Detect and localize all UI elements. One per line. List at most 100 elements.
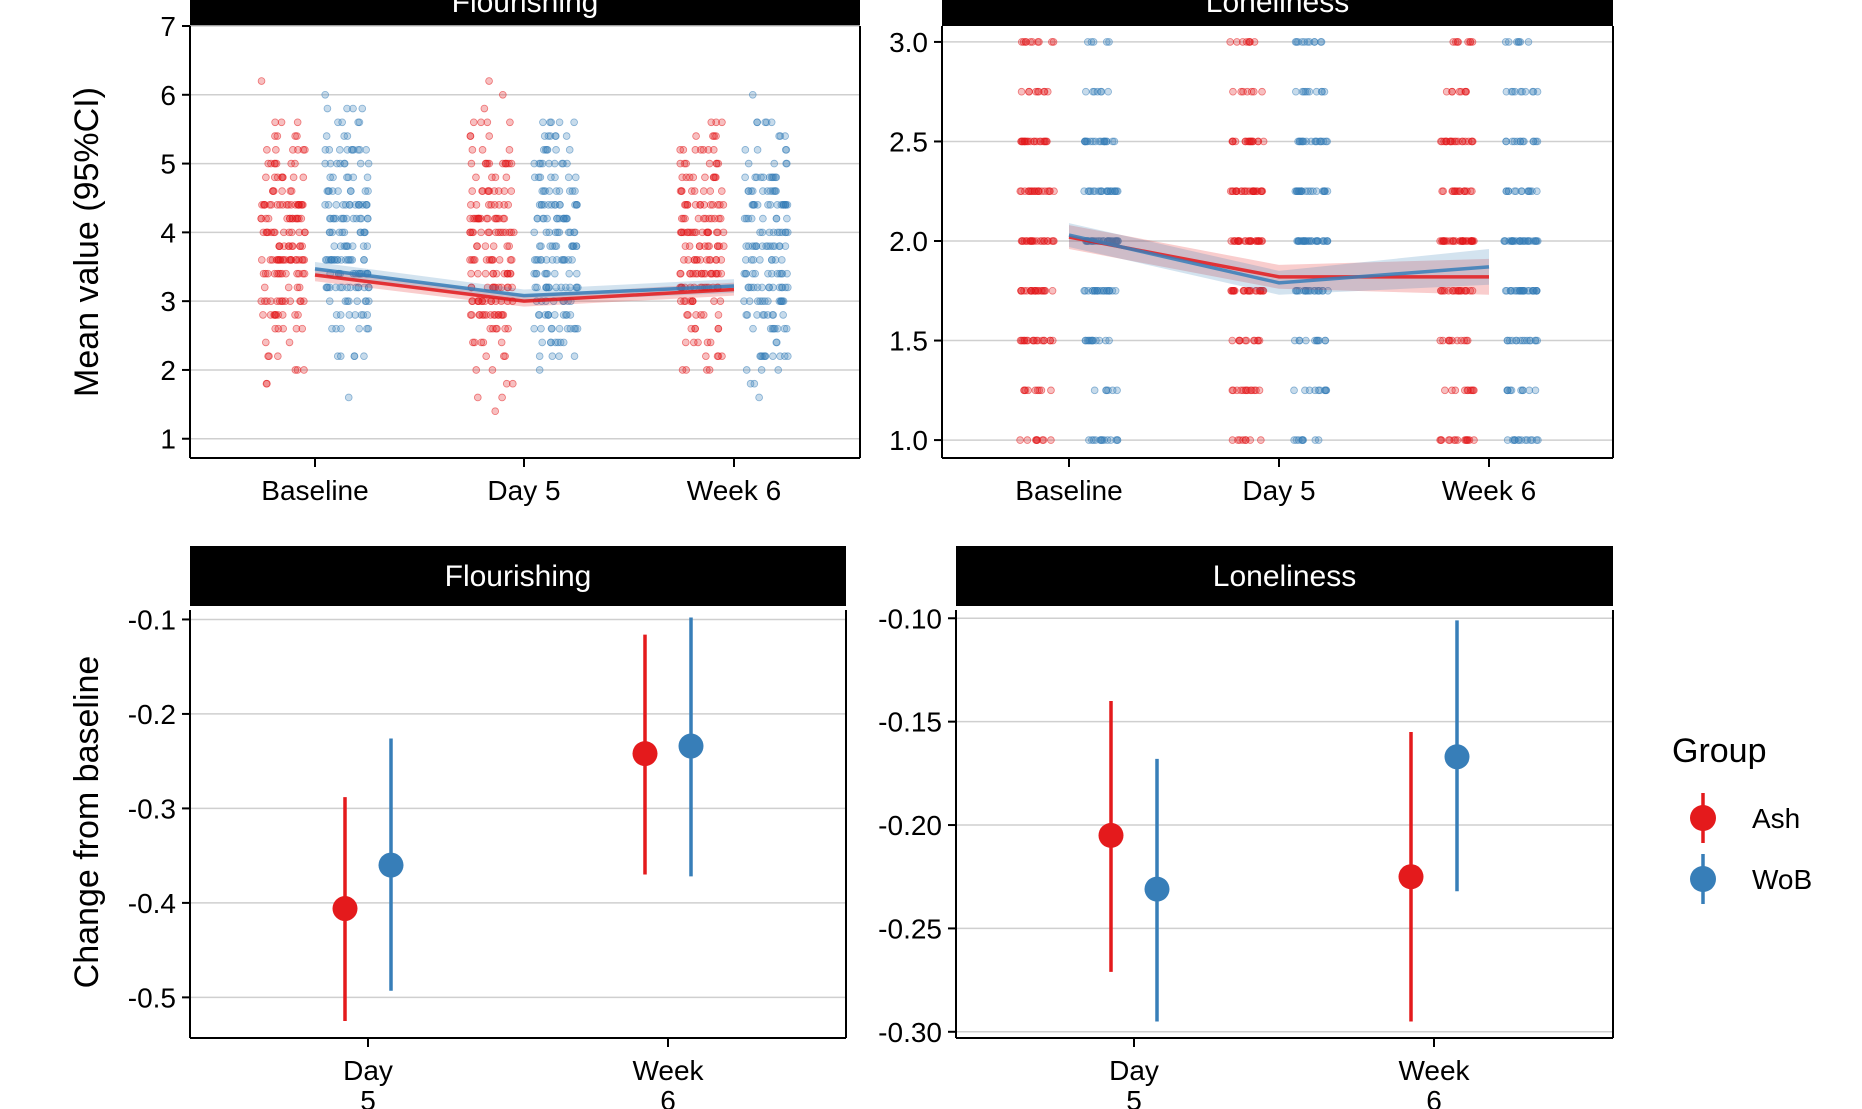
raw-point [1228,336,1237,345]
raw-point [773,201,782,209]
raw-point [336,283,345,292]
raw-point [1091,137,1100,146]
raw-point [1305,38,1314,46]
raw-point [781,242,790,250]
x-tick-label-line: 6 [660,1085,676,1109]
raw-point [1444,286,1453,295]
raw-point [326,173,335,182]
raw-point [764,297,772,305]
raw-point [764,201,772,209]
raw-point [773,269,782,278]
raw-point [362,201,371,209]
raw-point [538,187,547,195]
raw-point [321,90,329,99]
raw-point [678,228,686,237]
raw-point [1025,87,1033,96]
raw-point [1016,436,1024,444]
raw-point [495,214,503,223]
raw-point [1323,137,1331,146]
raw-point [680,297,688,305]
raw-point [501,159,510,168]
raw-point [360,352,368,360]
raw-point [781,228,790,237]
raw-point [1033,38,1042,46]
raw-point [469,338,477,347]
raw-point [506,269,514,278]
raw-point [285,214,294,223]
raw-point [1110,187,1119,196]
raw-point [1518,87,1526,96]
raw-point [285,338,294,347]
raw-point [547,118,556,127]
raw-point [1034,336,1042,345]
y-tick-label: 1.0 [889,425,928,456]
y-tick-label: 1 [160,424,176,455]
raw-point [541,269,549,278]
raw-point [709,146,718,154]
point-estimate-ash [632,741,658,767]
raw-point [1511,87,1519,96]
raw-point [544,311,553,319]
raw-point [358,104,367,113]
x-tick-label: Day 5 [1109,1055,1159,1109]
raw-point [543,214,551,223]
raw-point [1040,336,1048,345]
raw-point [537,256,546,264]
raw-point [325,228,334,237]
raw-point [364,159,373,168]
raw-point [546,132,555,140]
raw-point [742,214,751,223]
panel-strip [190,0,860,26]
raw-point [1250,38,1259,46]
raw-point [781,201,790,209]
raw-point [742,256,750,264]
x-tick-label: Week 6 [632,1055,704,1109]
raw-point [1237,187,1246,196]
raw-point [293,366,302,374]
raw-point [693,269,702,278]
raw-point [757,366,766,374]
raw-point [719,242,728,250]
raw-point [479,338,488,347]
raw-point [1510,187,1519,196]
raw-point [1250,187,1258,196]
raw-point [286,297,295,305]
raw-point [691,146,700,154]
x-tick-label: Day 5 [487,475,560,506]
raw-point [559,214,568,223]
raw-point [712,118,720,127]
raw-point [778,256,786,264]
raw-point [547,173,555,182]
raw-point [1033,436,1041,444]
legend-key-wob-dot [1690,866,1716,892]
raw-point [1022,38,1030,46]
raw-point [299,173,308,182]
raw-point [694,214,703,223]
raw-point [360,228,369,237]
raw-point [1503,336,1512,345]
raw-point [484,228,493,237]
raw-point [292,324,301,333]
raw-point [537,324,545,333]
raw-point [1317,38,1325,46]
raw-point [1469,386,1477,395]
raw-point [546,242,554,250]
raw-point [504,201,512,209]
raw-point [1089,38,1098,46]
raw-point [1030,237,1038,245]
raw-point [364,283,373,292]
raw-point [1512,336,1521,345]
raw-point [562,132,571,140]
raw-point [1246,187,1254,196]
raw-point [505,242,513,250]
raw-point [707,269,715,278]
raw-point [343,104,351,113]
raw-point [705,214,713,223]
raw-point [560,256,569,264]
raw-point [1095,336,1104,345]
raw-point [714,201,722,209]
raw-point [1229,237,1238,245]
raw-point [1470,436,1478,444]
raw-point [776,352,784,360]
raw-point [1252,286,1261,295]
